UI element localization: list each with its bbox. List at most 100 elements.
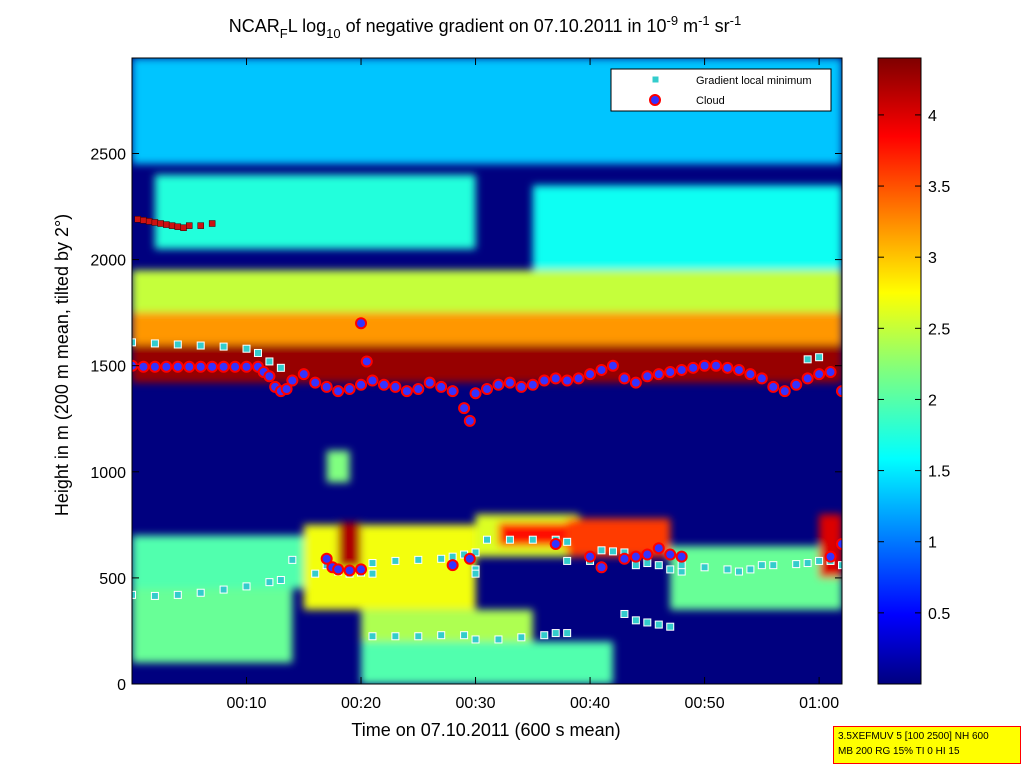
cloud-marker (618, 552, 631, 565)
gradient-minimum-marker (196, 588, 205, 597)
cloud-marker (355, 378, 368, 391)
gradient-minimum-marker (769, 561, 778, 570)
gradient-minimum-marker (196, 341, 205, 350)
cloud-marker (355, 563, 368, 576)
colorbar-tick-label: 3.5 (928, 179, 950, 196)
cloud-marker (790, 378, 803, 391)
red-marker (134, 216, 141, 223)
red-marker (157, 220, 164, 227)
cloud-marker (652, 368, 665, 381)
x-tick-label: 00:40 (570, 695, 610, 712)
gradient-minimum-marker (391, 556, 400, 565)
info-box: 3.5XEFMUV 5 [100 2500] NH 600 MB 200 RG … (833, 726, 1021, 764)
cloud-marker (652, 542, 665, 555)
cloud-marker (412, 383, 425, 396)
plot-area (131, 57, 843, 685)
red-marker (208, 220, 216, 227)
gradient-minimum-marker (368, 559, 377, 568)
cloud-marker (561, 374, 574, 387)
red-marker (163, 221, 170, 228)
cloud-marker (446, 385, 459, 398)
info-line-1: 3.5XEFMUV 5 [100 2500] NH 600 (838, 731, 989, 742)
colorbar-tick-label: 3 (928, 250, 937, 267)
cloud-marker (280, 383, 293, 396)
gradient-minimum-marker (276, 576, 285, 585)
plot-frame (131, 57, 843, 685)
gradient-minimum-marker (505, 535, 514, 544)
gradient-minimum-marker (597, 546, 606, 555)
cloud-marker (629, 550, 642, 563)
cloud-marker (183, 360, 196, 373)
gradient-minimum-marker (654, 561, 663, 570)
x-tick-label: 00:10 (226, 695, 266, 712)
gradient-minimum-marker (517, 633, 526, 642)
gradient-minimum-marker (265, 357, 274, 366)
y-tick-label: 0 (117, 677, 126, 694)
x-tick-label: 00:50 (685, 695, 725, 712)
heatmap-cell (361, 641, 613, 684)
cloud-marker (240, 360, 253, 373)
cloud-marker (435, 380, 448, 393)
legend-gradient-marker (651, 75, 660, 84)
heatmap-cell (154, 174, 476, 249)
cloud-marker (263, 370, 276, 383)
gradient-minimum-marker (815, 556, 824, 565)
cloud-marker (721, 361, 734, 374)
x-tick-label: 00:20 (341, 695, 381, 712)
gradient-minimum-marker (757, 561, 766, 570)
x-tick-label: 01:00 (799, 695, 839, 712)
gradient-minimum-marker (666, 565, 675, 574)
gradient-minimum-marker (723, 565, 732, 574)
cloud-marker (595, 561, 608, 574)
gradient-minimum-marker (483, 535, 491, 544)
cloud-marker (515, 380, 528, 393)
gradient-minimum-marker (173, 340, 182, 349)
cloud-marker (538, 374, 551, 387)
cloud-marker (400, 385, 413, 398)
cloud-marker (629, 376, 642, 389)
heatmap-cell (670, 546, 842, 610)
cloud-marker (675, 550, 688, 563)
gradient-minimum-marker (563, 629, 572, 638)
heatmap-cell (132, 588, 293, 663)
gradient-minimum-marker (551, 629, 560, 638)
cloud-marker (584, 368, 597, 381)
gradient-minimum-marker (253, 348, 262, 357)
colorbar-tick-label: 0.5 (928, 606, 950, 623)
y-tick-label: 2500 (90, 146, 126, 163)
gradient-minimum-marker (608, 547, 617, 556)
heatmap-cell (326, 450, 350, 483)
cloud-marker (492, 378, 505, 391)
gradient-minimum-marker (460, 631, 469, 640)
gradient-minimum-marker (700, 563, 709, 572)
x-axis: 00:10 00:20 00:30 00:40 00:50 01:00 (226, 58, 839, 712)
gradient-minimum-marker (803, 355, 812, 364)
cloud-marker (137, 360, 150, 373)
cloud-marker (675, 363, 688, 376)
red-marker (140, 217, 147, 224)
gradient-minimum-marker (815, 353, 824, 362)
info-line-2: MB 200 RG 15% TI 0 HI 15 (838, 746, 960, 757)
cloud-marker (710, 359, 723, 372)
gradient-minimum-marker (242, 344, 251, 353)
y-tick-label: 2000 (90, 253, 126, 270)
cloud-marker (463, 414, 476, 427)
y-tick-label: 1500 (90, 359, 126, 376)
colorbar-tick-label: 2.5 (928, 321, 950, 338)
colorbar-ticks: 0.5 1 1.5 2 2.5 3 3.5 4 (878, 108, 950, 623)
cloud-marker (836, 537, 842, 550)
heatmap-cell (567, 518, 671, 557)
y-axis: 0 500 1000 1500 2000 2500 (90, 146, 842, 694)
cloud-marker (171, 360, 184, 373)
gradient-minimum-marker (792, 560, 801, 569)
cloud-marker (606, 359, 619, 372)
cloud-marker (824, 550, 837, 563)
legend-gradient-label: Gradient local minimum (696, 75, 812, 87)
gradient-minimum-marker (643, 618, 652, 627)
cloud-marker (767, 380, 780, 393)
cloud-marker (824, 366, 837, 379)
gradient-minimum-marker (643, 559, 652, 568)
gradient-minimum-marker (563, 537, 572, 546)
cloud-marker (366, 374, 379, 387)
heatmap-cell (338, 522, 362, 568)
